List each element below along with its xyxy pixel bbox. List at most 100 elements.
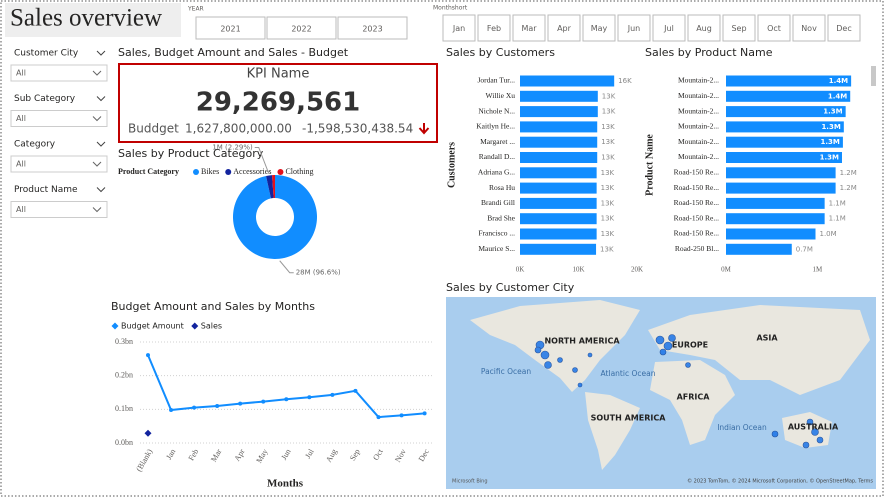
leader-line: [254, 146, 270, 174]
x-tick-label: Feb: [187, 447, 201, 462]
month-option-label: Aug: [696, 24, 712, 33]
point[interactable]: [399, 413, 404, 418]
y-tick-label: Road-150 Re...: [674, 168, 720, 177]
dropdown-chevron: [92, 116, 102, 122]
bar[interactable]: [520, 167, 597, 179]
chart-title: Sales by Product Name: [645, 46, 773, 59]
bar[interactable]: [520, 197, 597, 209]
data-label: 1.4M: [828, 92, 847, 100]
bar[interactable]: [520, 106, 598, 118]
bar[interactable]: [726, 243, 792, 255]
month-option[interactable]: [617, 14, 651, 42]
bar[interactable]: [520, 228, 597, 240]
point[interactable]: [284, 397, 289, 402]
y-tick-label: Margaret ...: [480, 137, 515, 146]
map-label: AFRICA: [677, 393, 711, 402]
point[interactable]: [307, 395, 312, 400]
legend-label: Clothing: [285, 167, 313, 176]
month-option-label: Sep: [731, 24, 746, 33]
filter-dropdown[interactable]: [10, 110, 108, 127]
point[interactable]: [169, 408, 174, 413]
year-option[interactable]: [266, 16, 337, 40]
filter-chevron[interactable]: [96, 141, 106, 147]
bar[interactable]: [520, 213, 597, 225]
bar[interactable]: [726, 152, 842, 163]
month-option-label: Mar: [521, 24, 537, 33]
point[interactable]: [144, 429, 152, 437]
bar[interactable]: [520, 121, 598, 133]
point[interactable]: [192, 405, 197, 410]
bar[interactable]: [520, 75, 615, 87]
bar[interactable]: [726, 213, 825, 225]
bar[interactable]: [520, 90, 598, 102]
month-option[interactable]: [582, 14, 616, 42]
point[interactable]: [330, 392, 335, 397]
point[interactable]: [238, 401, 243, 406]
filter-dropdown[interactable]: [10, 64, 108, 82]
filter-dropdown[interactable]: [10, 155, 108, 173]
point[interactable]: [261, 399, 266, 404]
kpi-name: KPI Name: [247, 67, 310, 82]
donut-slice[interactable]: [266, 175, 274, 199]
x-tick-label: Jun: [279, 447, 292, 461]
month-option[interactable]: [687, 14, 721, 42]
data-label: 1M (2.29%): [212, 143, 253, 151]
filter-value: All: [16, 69, 26, 78]
year-option[interactable]: [337, 16, 408, 40]
bar[interactable]: [726, 106, 846, 118]
point[interactable]: [146, 353, 150, 358]
bar[interactable]: [726, 136, 843, 148]
bar[interactable]: [520, 136, 598, 148]
month-option[interactable]: [792, 14, 826, 42]
x-tick-label: Dec: [417, 447, 431, 463]
point[interactable]: [215, 403, 220, 408]
bar[interactable]: [726, 75, 852, 87]
filter-dropdown[interactable]: [10, 201, 108, 218]
month-option[interactable]: [722, 14, 756, 42]
data-label: 13K: [601, 123, 615, 131]
point[interactable]: [353, 388, 358, 393]
filter-chevron[interactable]: [96, 96, 106, 102]
y-tick-label: Road-250 Bl...: [675, 244, 719, 253]
donut-slice[interactable]: [272, 175, 275, 199]
ocean-label: Indian Ocean: [717, 423, 767, 432]
map[interactable]: NORTH AMERICA EUROPE ASIA AFRICA SOUTH AMERI…: [446, 297, 876, 489]
bar[interactable]: [726, 228, 816, 240]
month-option[interactable]: [652, 14, 686, 42]
data-label: 1.2M: [840, 169, 857, 177]
bar[interactable]: [520, 243, 597, 255]
bar[interactable]: [726, 167, 836, 179]
bar[interactable]: [726, 182, 836, 194]
filter-chevron[interactable]: [96, 50, 106, 56]
bar[interactable]: [520, 152, 598, 163]
y-tick-label: Adriana G...: [478, 168, 515, 177]
x-tick-label: Nov: [393, 447, 408, 463]
month-option[interactable]: [827, 14, 861, 42]
filter-chevron[interactable]: [96, 187, 106, 193]
y-tick-label: Maurice S...: [478, 244, 515, 253]
bar[interactable]: [520, 182, 597, 194]
donut-slice[interactable]: [233, 175, 318, 259]
data-label: 1.1M: [829, 215, 846, 223]
bar[interactable]: [726, 90, 851, 102]
data-label: 13K: [600, 245, 614, 253]
month-option[interactable]: [547, 14, 581, 42]
month-option[interactable]: [512, 14, 546, 42]
month-option[interactable]: [442, 14, 476, 42]
month-option[interactable]: [757, 14, 791, 42]
leader-line: [279, 260, 294, 274]
y-tick-label: Road-150 Re...: [674, 183, 720, 192]
point[interactable]: [422, 411, 427, 416]
kpi-title: Sales, Budget Amount and Sales - Budget: [118, 46, 349, 59]
bar[interactable]: [726, 121, 844, 133]
month-option[interactable]: [477, 14, 511, 42]
y-tick-label: 0.0bn: [115, 438, 133, 447]
month-option-label: Jul: [663, 24, 674, 33]
land-eurasia: [648, 305, 870, 395]
scrollbar[interactable]: [871, 66, 876, 86]
bar[interactable]: [726, 197, 825, 209]
year-option[interactable]: [195, 16, 266, 40]
point[interactable]: [376, 415, 381, 420]
map-label: NORTH AMERICA: [544, 337, 620, 346]
